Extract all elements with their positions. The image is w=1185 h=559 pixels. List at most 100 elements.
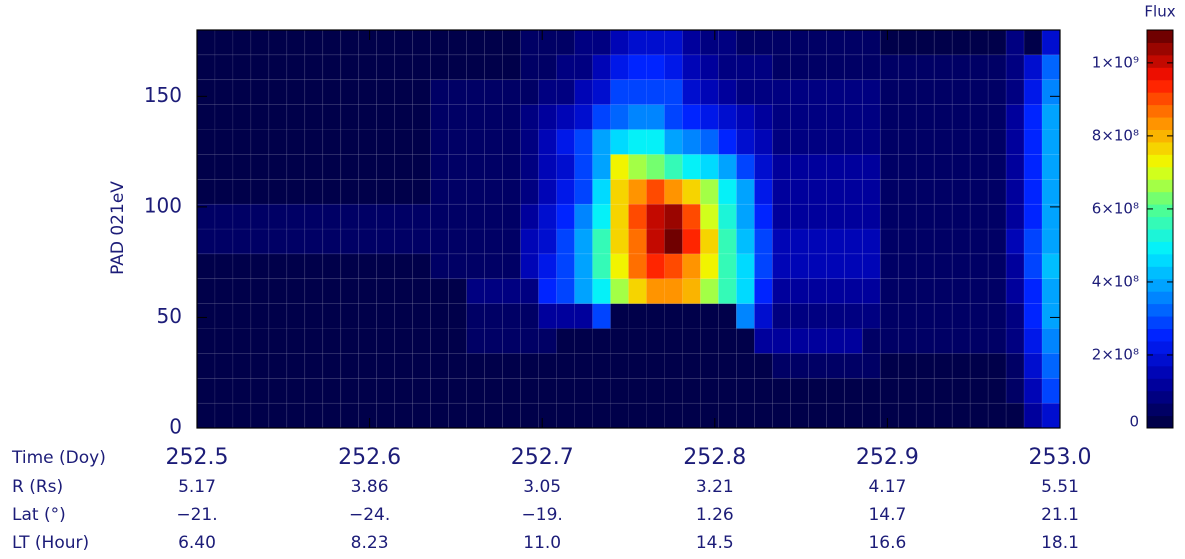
- heat-cell: [214, 328, 234, 354]
- heat-cell: [843, 253, 863, 280]
- heat-cell: [250, 104, 270, 130]
- heat-cell: [646, 79, 665, 105]
- heat-cell: [358, 377, 378, 404]
- heat-cell: [196, 353, 216, 379]
- heat-cell: [861, 54, 881, 81]
- heat-cell: [933, 29, 953, 56]
- heat-cell: [718, 79, 737, 105]
- heat-cell: [358, 203, 378, 230]
- heat-cell: [754, 178, 773, 205]
- heat-cell: [700, 228, 719, 255]
- heat-cell: [250, 328, 270, 354]
- heat-cell: [861, 129, 881, 155]
- heat-cell: [915, 278, 935, 304]
- heat-cell: [987, 278, 1007, 304]
- heat-cell: [430, 104, 450, 130]
- heat-cell: [376, 328, 396, 354]
- colorbar-tick-label: 4×10⁸: [1092, 272, 1139, 290]
- heat-cell: [412, 228, 432, 255]
- heat-cell: [268, 104, 288, 130]
- heat-cell: [286, 29, 306, 56]
- heat-cell: [772, 278, 791, 304]
- heat-cell: [969, 54, 989, 81]
- heat-cell: [664, 303, 683, 329]
- heat-cell: [556, 129, 575, 155]
- heat-cell: [538, 353, 557, 379]
- heat-cell: [897, 377, 917, 404]
- heat-cell: [196, 154, 216, 180]
- heat-cell: [951, 178, 971, 205]
- heat-cell: [951, 29, 971, 56]
- heat-cell: [412, 154, 432, 180]
- heat-cell: [790, 29, 809, 56]
- heat-cell: [861, 228, 881, 255]
- heat-cell: [682, 278, 701, 304]
- heat-cell: [520, 79, 539, 105]
- heat-cell: [556, 228, 575, 255]
- heat-cell: [772, 104, 791, 130]
- heat-cell: [718, 178, 737, 205]
- colorbar-swatch: [1147, 316, 1173, 329]
- heat-cell: [879, 129, 899, 155]
- colorbar-swatch: [1147, 278, 1173, 292]
- heat-cell: [825, 54, 845, 81]
- heat-cell: [933, 253, 953, 280]
- heat-cell: [879, 253, 899, 280]
- heat-cell: [843, 29, 863, 56]
- heat-cell: [861, 29, 881, 56]
- heat-cell: [969, 129, 989, 155]
- heat-cell: [646, 154, 665, 180]
- heat-cell: [790, 54, 809, 81]
- colorbar-swatch: [1147, 54, 1173, 68]
- heat-cell: [376, 79, 396, 105]
- heat-cell: [394, 79, 414, 105]
- heat-cell: [430, 253, 450, 280]
- heat-cell: [700, 154, 719, 180]
- heat-cell: [951, 253, 971, 280]
- heat-cell: [250, 178, 270, 205]
- heat-cell: [268, 377, 288, 404]
- heat-cell: [790, 253, 809, 280]
- heat-cell: [304, 154, 324, 180]
- heat-cell: [268, 178, 288, 205]
- colorbar-swatch: [1147, 403, 1173, 417]
- y-axis-label: PAD 021eV: [108, 181, 128, 275]
- heat-cell: [682, 228, 701, 255]
- heat-cell: [196, 203, 216, 230]
- heat-cell: [196, 79, 216, 105]
- heat-cell: [196, 253, 216, 280]
- heat-cell: [214, 377, 234, 404]
- heat-cell: [861, 203, 881, 230]
- heat-cell: [951, 54, 971, 81]
- heat-cell: [664, 253, 683, 280]
- heat-cell: [574, 203, 593, 230]
- heat-cell: [682, 203, 701, 230]
- heat-cell: [430, 79, 450, 105]
- heat-cell: [664, 203, 683, 230]
- heat-cell: [448, 29, 467, 56]
- heat-cell: [322, 253, 342, 280]
- heat-cell: [700, 328, 719, 354]
- heat-cell: [736, 104, 755, 130]
- heat-cell: [466, 154, 485, 180]
- heat-cell: [718, 253, 737, 280]
- colorbar-swatch: [1147, 253, 1173, 267]
- heat-cell: [700, 278, 719, 304]
- heat-cell: [915, 402, 935, 429]
- heat-cell: [232, 154, 252, 180]
- heat-cell: [214, 154, 234, 180]
- heat-cell: [358, 228, 378, 255]
- ephemeris-value: 8.23: [351, 533, 389, 553]
- heat-cell: [538, 129, 557, 155]
- heat-cell: [897, 54, 917, 81]
- heat-cell: [394, 402, 414, 429]
- heat-cell: [340, 377, 360, 404]
- heat-cell: [502, 253, 521, 280]
- heat-cell: [790, 303, 809, 329]
- heat-cell: [987, 104, 1007, 130]
- heat-cell: [879, 353, 899, 379]
- heat-cell: [700, 303, 719, 329]
- heat-cell: [790, 278, 809, 304]
- heat-cell: [754, 129, 773, 155]
- heat-cell: [915, 228, 935, 255]
